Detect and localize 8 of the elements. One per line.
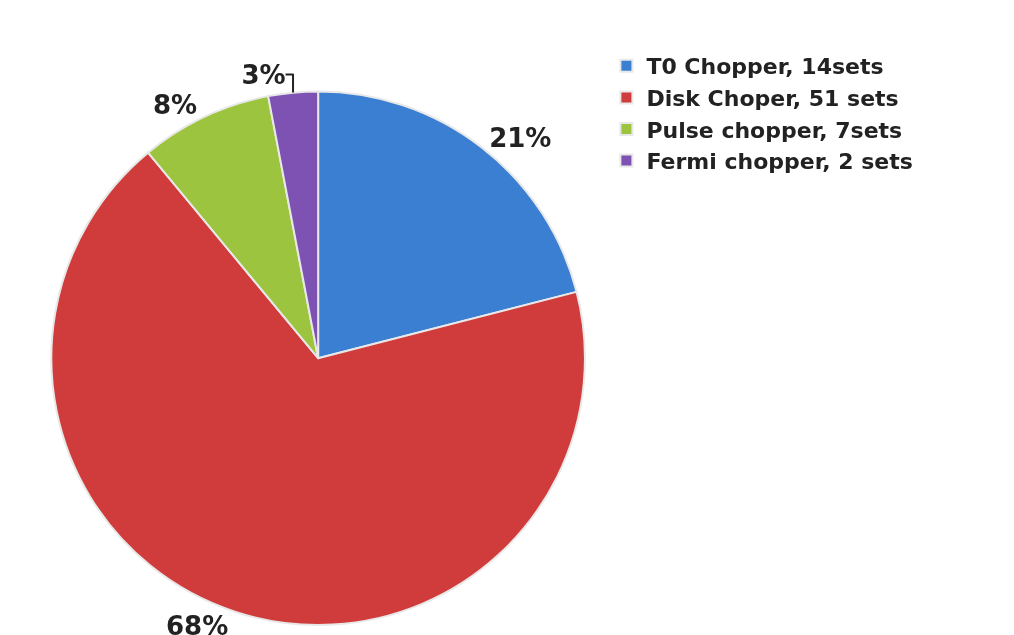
data-label: 8% [152, 89, 198, 120]
data-label: 3% [241, 59, 286, 90]
legend-label: Pulse chopper, 7sets [646, 117, 903, 143]
legend-label: Disk Choper, 51 sets [646, 85, 899, 111]
data-label: 21% [489, 123, 552, 154]
legend-label: T0 Chopper, 14sets [646, 54, 884, 80]
legend-label: Fermi chopper, 2 sets [646, 149, 913, 175]
data-label: 68% [165, 610, 229, 635]
